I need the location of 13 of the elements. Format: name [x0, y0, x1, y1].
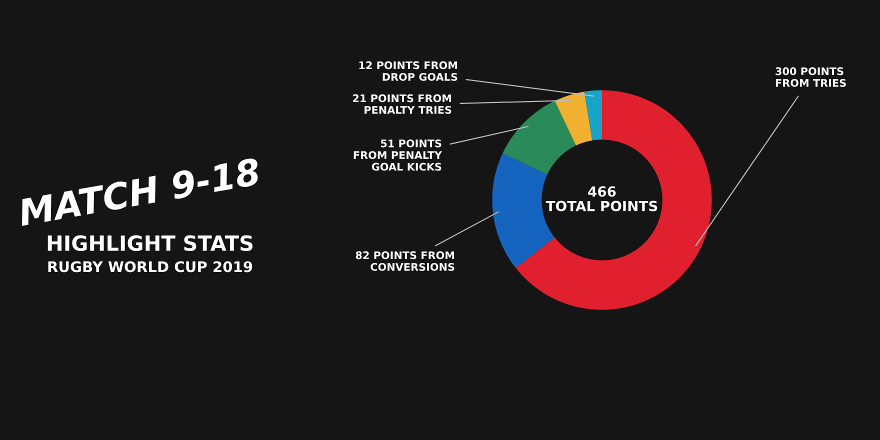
text: MATCH 9-18: [17, 157, 262, 226]
text: RUGBY WORLD CUP 2019: [48, 261, 252, 272]
donut-slice: [516, 90, 712, 310]
slice-label: 82 POINTS FROM CONVERSIONS: [356, 251, 454, 271]
slice-label: 21 POINTS FROM PENALTY TRIES: [353, 94, 452, 114]
donut-slice: [584, 90, 602, 140]
slice-label: 12 POINTS FROM DROP GOALS: [359, 61, 458, 81]
donut-slice: [554, 92, 592, 146]
text: 466 TOTAL POINTS: [546, 186, 658, 212]
text: HIGHLIGHT STATS: [48, 235, 253, 252]
slice-label: 300 POINTS FROM TRIES: [776, 67, 846, 87]
donut-slice: [502, 100, 576, 174]
slice-label: 51 POINTS FROM PENALTY GOAL KICKS: [354, 139, 442, 171]
